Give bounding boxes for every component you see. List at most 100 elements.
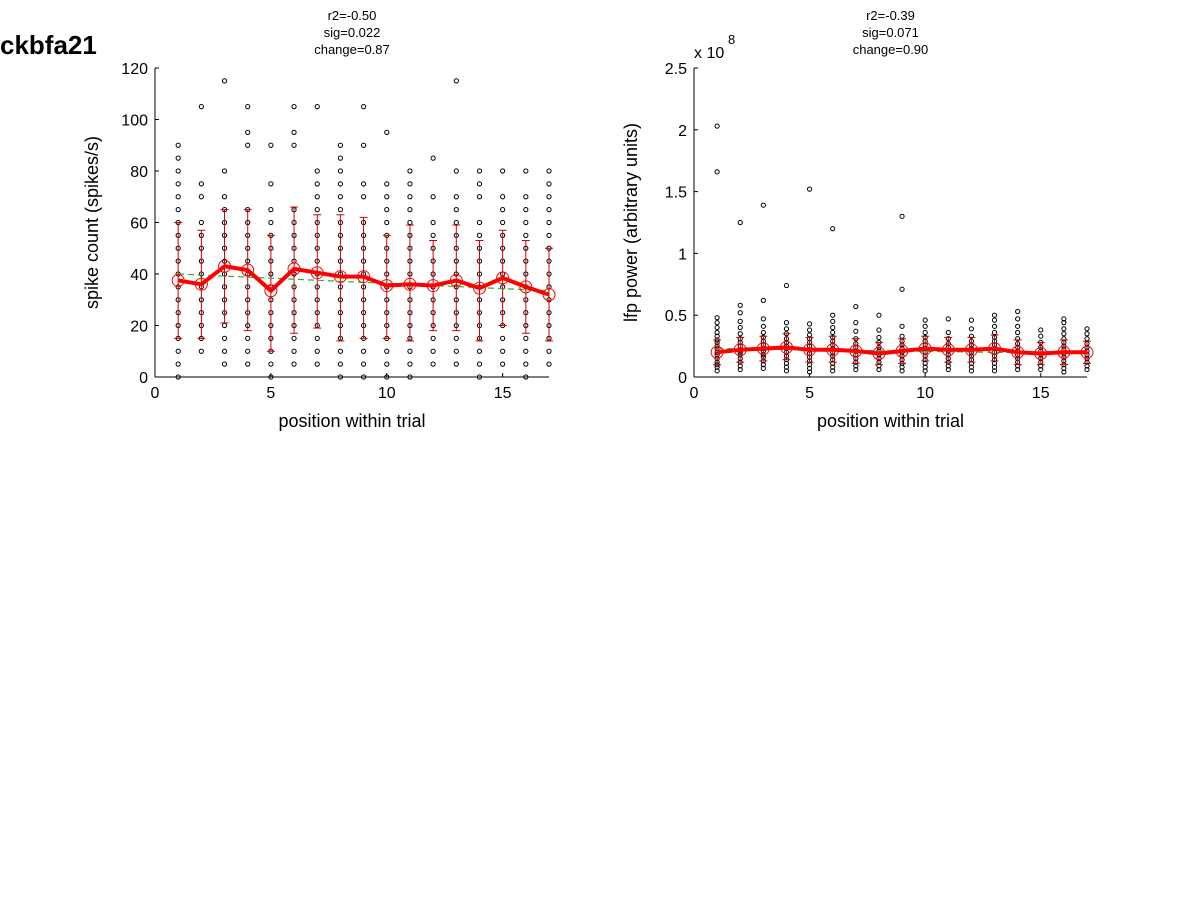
- data-point: [523, 168, 529, 174]
- data-point: [453, 194, 459, 200]
- data-point: [453, 361, 459, 367]
- mean-marker: [988, 342, 1002, 356]
- data-point: [783, 320, 790, 326]
- data-point: [783, 326, 790, 332]
- data-point: [991, 317, 998, 323]
- data-point: [714, 123, 720, 129]
- data-point: [268, 207, 274, 213]
- x-tick-label: 10: [916, 385, 934, 402]
- y-tick-label: 80: [130, 164, 148, 181]
- mean-marker: [803, 343, 817, 357]
- data-point: [337, 207, 344, 213]
- data-point: [783, 282, 790, 289]
- data-point: [314, 207, 320, 213]
- data-point: [337, 181, 344, 187]
- mean-line: [716, 345, 1087, 356]
- mean-marker: [941, 343, 955, 357]
- stat-line: r2=-0.39: [866, 8, 915, 23]
- data-point: [291, 129, 297, 135]
- x-tick-label: 5: [805, 385, 814, 402]
- data-point: [430, 348, 436, 354]
- data-point: [1015, 329, 1021, 336]
- data-point: [523, 335, 529, 341]
- data-point: [806, 186, 813, 192]
- data-point: [1015, 308, 1021, 315]
- data-point: [360, 181, 367, 187]
- data-point: [245, 348, 251, 354]
- data-point: [221, 168, 228, 174]
- data-point: [198, 104, 204, 110]
- data-point: [175, 361, 181, 367]
- stat-line: sig=0.022: [324, 25, 381, 40]
- data-point: [853, 303, 859, 310]
- data-point: [968, 317, 975, 323]
- data-point: [500, 335, 506, 341]
- data-point: [899, 323, 905, 329]
- data-point: [991, 323, 998, 329]
- mean-marker: [380, 279, 394, 293]
- stat-line: change=0.90: [853, 42, 929, 57]
- data-point: [760, 202, 766, 208]
- data-point: [175, 181, 181, 187]
- data-point: [337, 142, 344, 148]
- y-axis-label: spike count (spikes/s): [82, 136, 102, 309]
- figure-title: ckbfa21: [0, 30, 97, 60]
- data-point: [360, 104, 367, 110]
- mean-marker: [756, 342, 770, 356]
- data-point: [291, 335, 297, 341]
- y-tick-label: 2: [678, 123, 687, 140]
- data-point: [407, 207, 413, 213]
- data-point: [360, 142, 367, 148]
- data-point: [384, 129, 390, 135]
- mean-marker: [287, 262, 301, 276]
- mean-marker: [826, 343, 840, 357]
- data-point: [314, 168, 320, 174]
- data-point: [337, 155, 344, 161]
- data-point: [1038, 327, 1044, 333]
- x-tick-label: 10: [378, 385, 396, 402]
- data-point: [876, 334, 882, 341]
- data-point: [384, 361, 390, 367]
- data-point: [430, 335, 436, 341]
- data-point: [268, 181, 274, 187]
- data-point: [546, 194, 552, 200]
- data-point: [384, 194, 390, 200]
- chart-1: 0 5 10 15 0 20 40 60 80 100 120 position within tri…: [82, 8, 556, 431]
- data-point: [430, 194, 436, 200]
- data-point: [314, 194, 320, 200]
- y-tick-label: 100: [121, 113, 148, 130]
- mean-marker: [241, 263, 255, 277]
- mean-marker: [1057, 345, 1071, 359]
- data-point: [500, 207, 506, 213]
- data-point: [991, 329, 998, 336]
- mean-marker: [310, 266, 324, 280]
- data-point: [198, 181, 204, 187]
- data-point: [830, 318, 836, 324]
- data-point: [453, 219, 459, 226]
- y-tick-label: 20: [130, 319, 148, 336]
- data-point: [500, 194, 506, 200]
- data-point: [476, 374, 483, 380]
- data-point: [830, 312, 836, 318]
- data-point: [337, 374, 344, 380]
- data-point: [806, 327, 813, 333]
- data-point: [268, 142, 274, 148]
- data-point: [291, 142, 297, 148]
- data-point: [546, 348, 552, 354]
- data-point: [476, 348, 483, 354]
- y-tick-label: 0.5: [665, 308, 687, 325]
- data-point: [737, 331, 743, 337]
- data-point: [175, 142, 181, 148]
- data-point: [830, 226, 836, 232]
- data-point: [899, 213, 905, 219]
- data-point: [714, 315, 720, 321]
- x-axis-label: position within trial: [817, 411, 964, 431]
- scale-exponent-label: 8: [728, 32, 735, 47]
- data-point: [453, 335, 459, 341]
- mean-marker: [333, 270, 347, 284]
- data-point: [1084, 336, 1090, 342]
- data-point: [476, 181, 483, 187]
- data-point: [476, 361, 483, 367]
- data-point: [737, 324, 743, 331]
